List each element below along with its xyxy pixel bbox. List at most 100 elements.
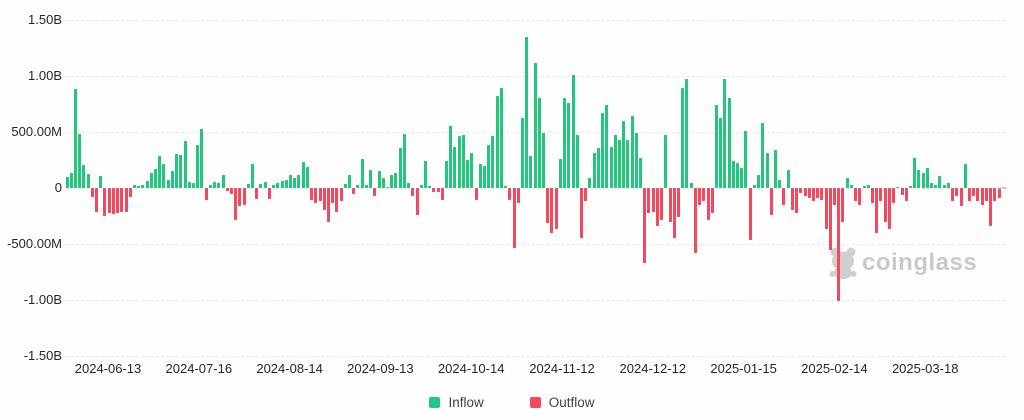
outflow-bar[interactable] xyxy=(984,188,988,202)
outflow-bar[interactable] xyxy=(318,188,322,202)
inflow-bar[interactable] xyxy=(685,78,689,188)
outflow-bar[interactable] xyxy=(331,188,335,204)
inflow-bar[interactable] xyxy=(470,153,474,188)
inflow-bar[interactable] xyxy=(423,161,427,188)
inflow-bar[interactable] xyxy=(213,182,217,188)
outflow-bar[interactable] xyxy=(512,188,516,248)
outflow-bar[interactable] xyxy=(415,188,419,215)
inflow-bar[interactable] xyxy=(930,182,934,188)
inflow-bar[interactable] xyxy=(86,174,90,188)
inflow-bar[interactable] xyxy=(773,149,777,188)
inflow-bar[interactable] xyxy=(727,97,731,188)
outflow-bar[interactable] xyxy=(706,188,710,220)
outflow-bar[interactable] xyxy=(335,188,339,212)
outflow-bar[interactable] xyxy=(837,188,841,302)
outflow-bar[interactable] xyxy=(698,188,702,205)
inflow-bar[interactable] xyxy=(407,182,411,188)
inflow-bar[interactable] xyxy=(289,175,292,188)
inflow-bar[interactable] xyxy=(461,134,465,188)
inflow-bar[interactable] xyxy=(377,171,381,188)
inflow-bar[interactable] xyxy=(596,148,600,188)
outflow-bar[interactable] xyxy=(339,188,343,202)
outflow-bar[interactable] xyxy=(322,188,326,210)
outflow-bar[interactable] xyxy=(989,188,993,227)
outflow-bar[interactable] xyxy=(959,188,963,207)
inflow-bar[interactable] xyxy=(73,88,77,188)
outflow-bar[interactable] xyxy=(676,188,680,217)
inflow-bar[interactable] xyxy=(360,159,364,188)
inflow-bar[interactable] xyxy=(259,184,263,188)
inflow-bar[interactable] xyxy=(495,96,499,188)
inflow-bar[interactable] xyxy=(445,161,449,188)
outflow-bar[interactable] xyxy=(790,188,794,210)
outflow-bar[interactable] xyxy=(824,188,828,230)
inflow-bar[interactable] xyxy=(82,165,86,188)
outflow-bar[interactable] xyxy=(887,188,891,230)
outflow-bar[interactable] xyxy=(643,188,647,264)
outflow-bar[interactable] xyxy=(702,188,706,202)
inflow-bar[interactable] xyxy=(192,182,196,188)
inflow-bar[interactable] xyxy=(402,134,406,188)
inflow-bar[interactable] xyxy=(483,166,486,188)
inflow-bar[interactable] xyxy=(491,136,495,188)
inflow-bar[interactable] xyxy=(849,185,853,188)
inflow-bar[interactable] xyxy=(744,131,748,188)
inflow-bar[interactable] xyxy=(175,154,179,188)
inflow-bar[interactable] xyxy=(145,181,149,188)
outflow-bar[interactable] xyxy=(550,188,554,234)
outflow-bar[interactable] xyxy=(816,188,820,199)
inflow-bar[interactable] xyxy=(170,171,174,188)
inflow-bar[interactable] xyxy=(457,136,461,188)
inflow-bar[interactable] xyxy=(65,177,69,188)
inflow-bar[interactable] xyxy=(925,167,929,188)
inflow-bar[interactable] xyxy=(731,161,735,188)
inflow-bar[interactable] xyxy=(630,116,634,188)
inflow-bar[interactable] xyxy=(719,118,723,188)
inflow-bar[interactable] xyxy=(761,123,765,188)
inflow-bar[interactable] xyxy=(740,167,744,188)
inflow-bar[interactable] xyxy=(187,181,191,188)
inflow-bar[interactable] xyxy=(609,146,613,188)
inflow-bar[interactable] xyxy=(466,160,470,188)
inflow-bar[interactable] xyxy=(866,185,870,188)
outflow-bar[interactable] xyxy=(660,188,664,220)
outflow-bar[interactable] xyxy=(234,188,238,220)
inflow-bar[interactable] xyxy=(613,134,617,188)
inflow-bar[interactable] xyxy=(681,87,685,188)
outflow-bar[interactable] xyxy=(710,188,714,214)
inflow-bar[interactable] xyxy=(348,174,352,188)
inflow-bar[interactable] xyxy=(563,97,567,188)
inflow-bar[interactable] xyxy=(179,154,183,188)
inflow-bar[interactable] xyxy=(765,153,769,188)
outflow-bar[interactable] xyxy=(647,188,651,214)
inflow-bar[interactable] xyxy=(453,146,457,188)
inflow-bar[interactable] xyxy=(921,172,925,188)
outflow-bar[interactable] xyxy=(432,188,436,193)
inflow-bar[interactable] xyxy=(664,134,668,188)
inflow-bar[interactable] xyxy=(963,164,967,188)
outflow-bar[interactable] xyxy=(103,188,107,216)
inflow-bar[interactable] xyxy=(343,183,347,188)
inflow-bar[interactable] xyxy=(158,156,162,188)
outflow-bar[interactable] xyxy=(693,188,697,253)
outflow-bar[interactable] xyxy=(672,188,676,238)
outflow-bar[interactable] xyxy=(124,188,128,213)
inflow-bar[interactable] xyxy=(166,179,170,188)
inflow-bar[interactable] xyxy=(419,184,423,188)
outflow-bar[interactable] xyxy=(828,188,832,250)
inflow-bar[interactable] xyxy=(272,184,276,188)
inflow-bar[interactable] xyxy=(525,36,529,188)
outflow-bar[interactable] xyxy=(803,188,807,197)
outflow-bar[interactable] xyxy=(128,188,132,197)
inflow-bar[interactable] xyxy=(217,182,221,188)
inflow-bar[interactable] xyxy=(917,169,921,188)
inflow-bar[interactable] xyxy=(276,182,280,188)
inflow-bar[interactable] xyxy=(689,182,693,188)
outflow-bar[interactable] xyxy=(314,188,318,204)
inflow-bar[interactable] xyxy=(714,104,718,188)
inflow-bar[interactable] xyxy=(757,174,761,188)
inflow-bar[interactable] xyxy=(592,153,596,188)
inflow-bar[interactable] xyxy=(369,169,373,188)
outflow-bar[interactable] xyxy=(440,188,444,200)
outflow-bar[interactable] xyxy=(267,188,271,200)
